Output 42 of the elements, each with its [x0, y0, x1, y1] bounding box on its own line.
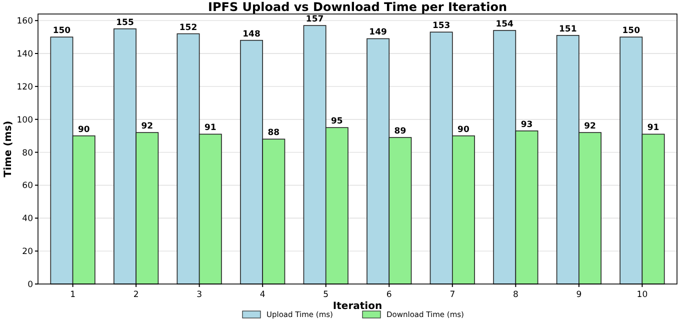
data-label: 149 [369, 28, 388, 38]
x-tick-label: 4 [260, 290, 266, 300]
data-label: 151 [558, 24, 577, 34]
data-label: 92 [141, 122, 154, 132]
x-tick-label: 3 [196, 290, 202, 300]
data-label: 148 [242, 29, 260, 40]
x-tick-label: 5 [323, 290, 329, 300]
data-label: 152 [179, 22, 198, 33]
y-tick-label: 100 [16, 115, 33, 126]
data-label: 89 [394, 126, 406, 136]
x-tick-label: 2 [133, 290, 139, 300]
data-label: 91 [204, 123, 216, 134]
y-tick-label: 20 [22, 247, 33, 258]
data-label: 157 [306, 14, 324, 25]
y-tick-label: 0 [28, 280, 33, 290]
data-label: 88 [268, 128, 280, 138]
data-label: 150 [622, 26, 640, 36]
x-tick-label: 10 [636, 290, 648, 300]
y-axis-title: Time (ms) [3, 120, 14, 178]
x-tick-label: 9 [576, 290, 582, 300]
data-label: 90 [458, 124, 470, 135]
data-label: 92 [584, 122, 596, 132]
data-label: 93 [520, 120, 533, 130]
y-tick-label: 60 [22, 181, 33, 192]
y-tick-label: 40 [22, 214, 33, 224]
y-tick-label: 140 [16, 50, 33, 60]
y-tick-label: 160 [16, 16, 33, 27]
data-label: 95 [331, 116, 343, 127]
x-tick-label: 6 [386, 290, 392, 300]
data-label: 153 [432, 21, 450, 32]
data-label: 154 [496, 19, 514, 30]
x-tick-label: 7 [450, 290, 456, 300]
data-label: 90 [78, 124, 90, 135]
x-axis-title: Iteration [332, 301, 382, 312]
y-tick-label: 120 [16, 82, 33, 92]
data-label: 150 [52, 26, 71, 36]
chart-title: IPFS Upload vs Download Time per Iteration [208, 0, 507, 14]
x-tick-label: 1 [70, 290, 76, 300]
x-tick-label: 8 [512, 290, 518, 300]
data-label: 91 [647, 123, 660, 134]
data-label: 155 [116, 18, 134, 28]
y-tick-label: 80 [22, 148, 33, 158]
